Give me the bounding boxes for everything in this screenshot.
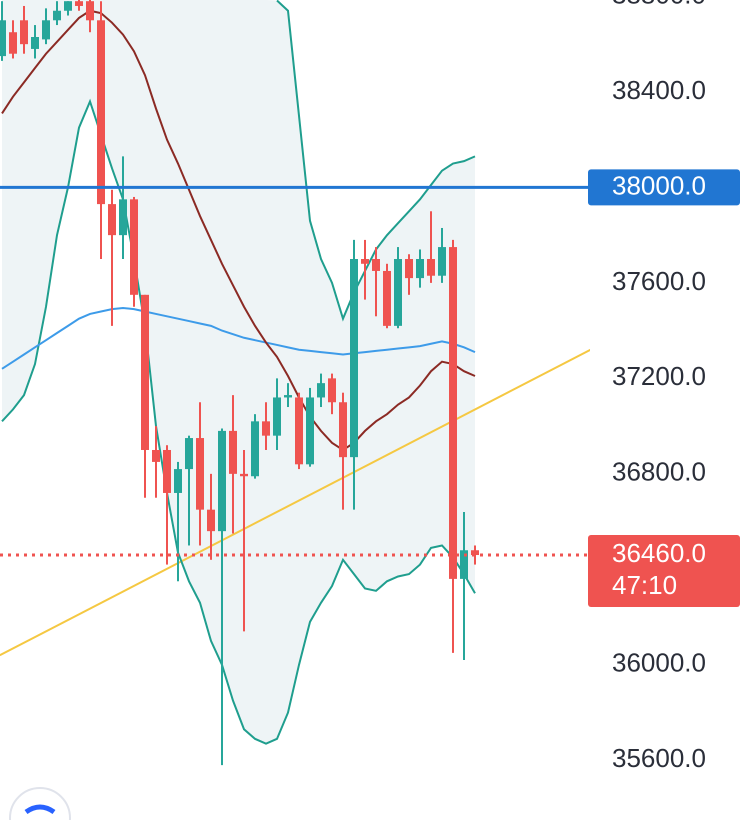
candle-body [207,509,215,532]
candle-body [361,259,369,264]
y-tick-label: 36800.0 [612,457,706,487]
candle-body [119,199,127,236]
y-tick-label: 35600.0 [612,743,706,773]
plot-area [0,0,590,766]
candle-body [185,438,193,470]
candle-body [295,397,303,465]
candle-body [97,20,105,205]
candle-body [0,20,6,57]
y-tick-label: 38400.0 [612,75,706,105]
candle-body [174,469,182,493]
candle-body [20,20,28,45]
candle-body [9,32,17,54]
indicator-line [1,98,476,745]
candle-body [460,550,468,579]
candle-body [383,270,391,326]
y-tick-label: 37200.0 [612,361,706,391]
candle-body [262,421,270,436]
candle-body [64,1,72,11]
band-fill [2,0,475,744]
y-tick-label: 38800.0 [612,0,706,9]
candle-body [306,397,314,465]
hline-label: 38000.0 [612,170,706,200]
candle-body [229,430,237,474]
candle-body [251,421,259,477]
candle-body [42,20,50,40]
candle-body [196,438,204,510]
candle-body [75,1,83,6]
price-label-box [588,535,740,608]
candle-body [427,259,435,276]
candle-body [218,430,226,532]
candle-body [152,449,160,462]
candle-body [86,1,94,21]
candle-body [53,10,61,21]
countdown-label: 47:10 [612,570,677,600]
candle-body [405,259,413,279]
candle-body [163,449,171,493]
y-tick-label: 37600.0 [612,266,706,296]
candle-body [350,259,358,458]
indicator-line [1,9,476,452]
logo-icon [9,787,71,820]
y-tick-label: 36000.0 [612,648,706,678]
candle-body [240,473,248,477]
candle-body [284,395,292,398]
candle-body [449,247,457,579]
candle-body [317,383,325,398]
candle-body [416,259,424,279]
candle-body [471,550,479,556]
candle-body [130,199,138,295]
candle-body [31,37,39,49]
candle-body [394,259,402,326]
candle-body [438,247,446,276]
candle-body [273,397,281,436]
trendline [0,348,590,657]
price-label: 36460.0 [612,538,706,568]
candle-body [372,259,380,271]
candle-body [328,378,336,403]
hline-label-box [588,169,740,206]
candle-body [108,204,116,236]
candle-body [339,402,347,458]
price-axis: 35600.036000.036400.036800.037200.037600… [612,0,706,773]
indicator-line [1,306,476,370]
candle-body [141,294,149,450]
